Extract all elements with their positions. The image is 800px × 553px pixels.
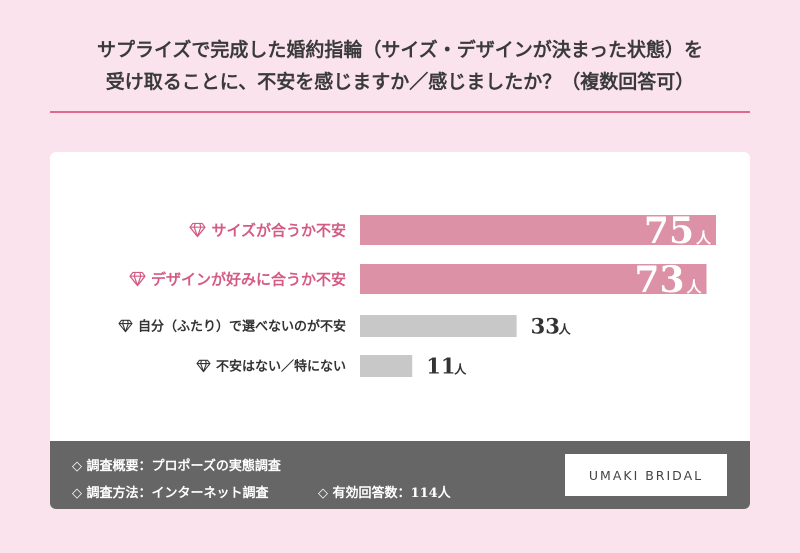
brand-logo: UMAKI BRIDAL	[565, 454, 727, 496]
survey-respondents: ◇ 有効回答数：114人	[318, 486, 451, 501]
chart-card: サイズが合うか不安 75 人デザインが好みに合うか不安 73 人自分（ふたり）で選べない…	[50, 152, 750, 444]
title-divider	[50, 111, 750, 113]
category-label-0: サイズが合うか不安	[211, 221, 346, 239]
survey-overview: ◇ 調査概要：プロポーズの実態調査	[72, 459, 281, 474]
chart-title-line1: サプライズで完成した婚約指輪（サイズ・デザインが決まった状態）を	[96, 39, 704, 61]
chart-title-line2: 受け取ることに、不安を感じますか／感じましたか？（複数回答可）	[105, 71, 695, 93]
chart-title: サプライズで完成した婚約指輪（サイズ・デザインが決まった状態）を 受け取ることに…	[0, 34, 800, 98]
diamond-icon-2	[118, 319, 133, 333]
unit-label-1: 人	[687, 278, 703, 296]
survey-method: ◇ 調査方法：インターネット調査	[72, 486, 269, 501]
bar-2	[360, 315, 517, 337]
diamond-icon-1	[129, 271, 146, 287]
category-label-2: 自分（ふたり）で選べないのが不安	[138, 319, 346, 335]
category-label-3: 不安はない／特にない	[216, 359, 346, 375]
unit-label-0: 人	[696, 229, 712, 247]
value-label-0: 75	[644, 210, 694, 252]
diamond-icon-0	[189, 222, 206, 238]
category-label-1: デザインが好みに合うか不安	[151, 270, 346, 288]
bar-1	[360, 264, 707, 294]
survey-footer: ◇ 調査概要：プロポーズの実態調査 ◇ 調査方法：インターネット調査 ◇ 有効回…	[50, 441, 750, 509]
bar-3	[360, 355, 413, 377]
value-label-1: 73	[634, 259, 684, 301]
unit-label-3: 人	[454, 362, 467, 377]
diamond-icon-3	[196, 359, 211, 373]
value-label-2: 33	[531, 314, 560, 339]
unit-label-2: 人	[559, 322, 572, 337]
value-label-3: 11	[426, 354, 455, 379]
bar-0	[360, 215, 716, 245]
